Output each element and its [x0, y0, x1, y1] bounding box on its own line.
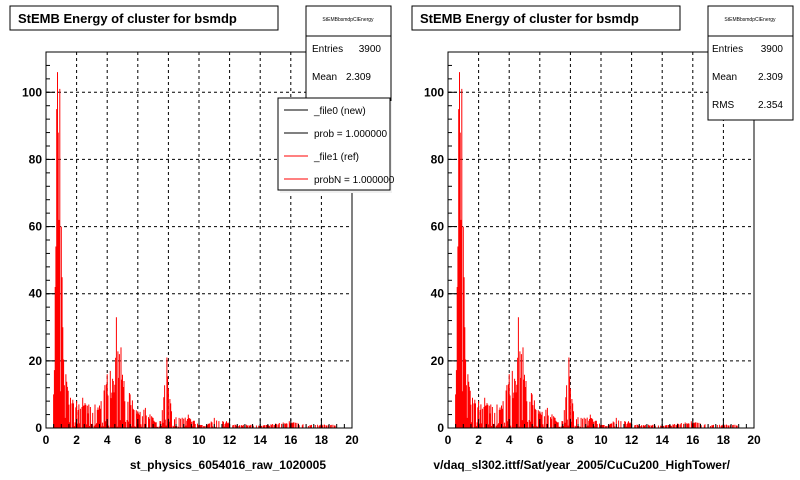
y-tick-label: 100	[424, 85, 444, 99]
y-tick-label: 20	[29, 354, 43, 368]
y-tick-label: 60	[431, 220, 445, 234]
right-stats-entries-label: Entries	[712, 44, 743, 55]
legend-label-file0: _file0 (new)	[313, 106, 366, 117]
legend-label-prob: prob = 1.000000	[314, 129, 388, 140]
y-tick-label: 80	[431, 152, 445, 166]
left-legend: _file0 (new) prob = 1.000000 _file1 (ref…	[277, 97, 395, 193]
legend-label-file1: _file1 (ref)	[313, 152, 359, 163]
x-tick-label: 8	[165, 433, 172, 447]
x-tick-label: 6	[536, 433, 543, 447]
right-stats-box: StEMBbsmdpClEnergy Entries 3900 Mean 2.3…	[707, 5, 794, 121]
left-stats-box: StEMBbsmdpClEnergy Entries 3900 Mean 2.3…	[305, 5, 392, 112]
x-tick-label: 10	[192, 433, 206, 447]
y-tick-label: 100	[22, 85, 42, 99]
x-tick-label: 18	[717, 433, 731, 447]
x-tick-label: 8	[567, 433, 574, 447]
left-stats-entries-value: 3900	[359, 44, 382, 55]
legend-label-probn: probN = 1.000000	[314, 175, 395, 186]
y-tick-label: 80	[29, 152, 43, 166]
right-histogram-panel: StEMB Energy of cluster for bsmdp 0 2 4 6 8 1…	[411, 5, 794, 472]
left-stats-mean-label: Mean	[312, 72, 337, 83]
y-tick-label: 40	[431, 287, 445, 301]
y-tick-label: 0	[437, 421, 444, 435]
x-tick-label: 20	[747, 433, 761, 447]
x-tick-label: 18	[315, 433, 329, 447]
left-histogram-panel: StEMB Energy of cluster for bsmdp 0 2 4 6 8 1…	[9, 5, 395, 472]
right-title-box	[411, 5, 681, 31]
y-tick-label: 0	[35, 421, 42, 435]
y-tick-label: 20	[431, 354, 445, 368]
right-stats-entries-value: 3900	[761, 44, 784, 55]
x-tick-label: 4	[104, 433, 111, 447]
left-stats-header: StEMBbsmdpClEnergy	[322, 17, 374, 23]
x-tick-label: 16	[284, 433, 298, 447]
x-tick-label: 0	[43, 433, 50, 447]
left-stats-mean-value: 2.309	[346, 72, 371, 83]
x-tick-label: 2	[475, 433, 482, 447]
right-x-axis-label: v/daq_sl302.ittf/Sat/year_2005/CuCu200_H…	[433, 458, 730, 472]
right-stats-mean-label: Mean	[712, 72, 737, 83]
x-tick-label: 0	[445, 433, 452, 447]
x-tick-label: 20	[345, 433, 359, 447]
x-tick-label: 14	[254, 433, 268, 447]
x-tick-label: 16	[686, 433, 700, 447]
histogram-bars	[53, 72, 336, 428]
left-stats-entries-label: Entries	[312, 44, 343, 55]
left-chart-title: StEMB Energy of cluster for bsmdp	[18, 11, 237, 26]
left-title-box	[9, 5, 279, 31]
x-tick-label: 2	[73, 433, 80, 447]
y-tick-label: 40	[29, 287, 43, 301]
y-tick-label: 60	[29, 220, 43, 234]
x-tick-label: 10	[594, 433, 608, 447]
right-stats-mean-value: 2.309	[758, 72, 783, 83]
histogram-bars	[455, 72, 738, 428]
x-tick-label: 12	[625, 433, 639, 447]
right-stats-rms-label: RMS	[712, 100, 735, 111]
x-tick-label: 6	[134, 433, 141, 447]
x-tick-label: 4	[506, 433, 513, 447]
left-x-axis-label: st_physics_6054016_raw_1020005	[130, 458, 326, 472]
x-tick-label: 12	[223, 433, 237, 447]
x-tick-label: 14	[656, 433, 670, 447]
right-stats-header: StEMBbsmdpClEnergy	[724, 17, 776, 23]
right-chart-title: StEMB Energy of cluster for bsmdp	[420, 11, 639, 26]
right-stats-rms-value: 2.354	[758, 100, 783, 111]
